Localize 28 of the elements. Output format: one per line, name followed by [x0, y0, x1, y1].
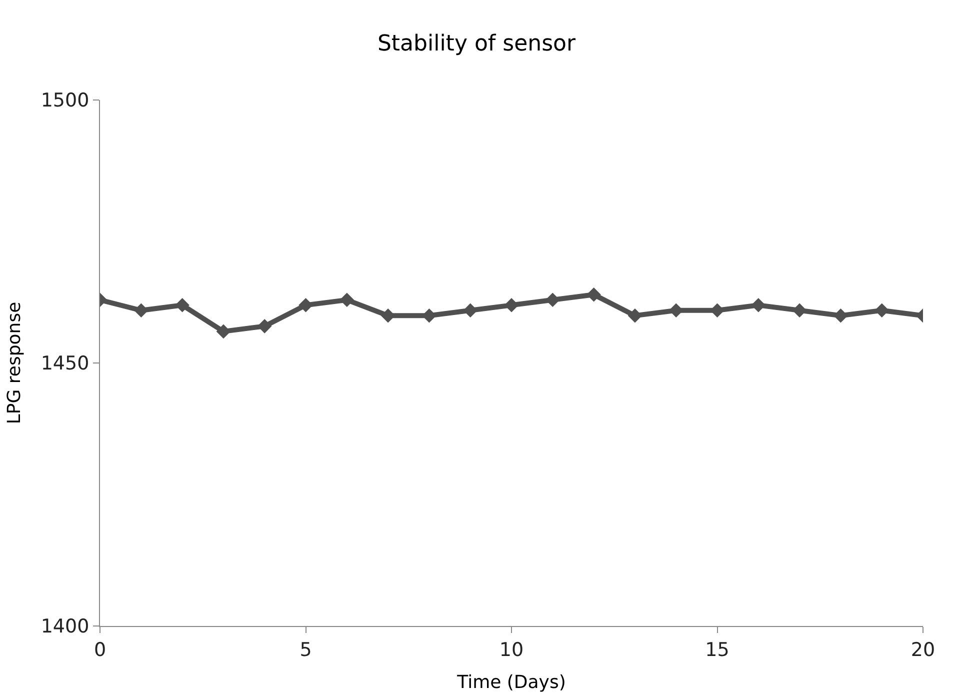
point [463, 303, 478, 318]
point [546, 292, 560, 308]
point [792, 303, 807, 318]
x-tick-label: 0 [94, 638, 106, 661]
point [257, 319, 272, 334]
point [586, 287, 601, 302]
x-axis-title: Time (Days) [456, 672, 566, 693]
point [628, 308, 642, 323]
point [422, 308, 436, 323]
y-tick-label: 1400 [40, 616, 90, 638]
point [874, 303, 889, 318]
x-tick-label: 10 [499, 638, 524, 661]
x-tick-label: 15 [705, 638, 730, 661]
point [751, 298, 766, 312]
point [298, 298, 313, 312]
point [175, 298, 190, 312]
y-tick-label: 1450 [40, 352, 90, 375]
y-tick-label: 1500 [40, 90, 90, 112]
point [340, 292, 354, 308]
point [134, 303, 148, 318]
x-tick-label: 5 [300, 638, 312, 661]
point [834, 308, 848, 323]
point [504, 298, 519, 312]
y-axis-title: LPG response [4, 302, 26, 424]
point [216, 324, 231, 339]
point [710, 303, 724, 318]
x-tick-label: 20 [910, 638, 936, 661]
chart-title: Stability of sensor [377, 31, 577, 56]
